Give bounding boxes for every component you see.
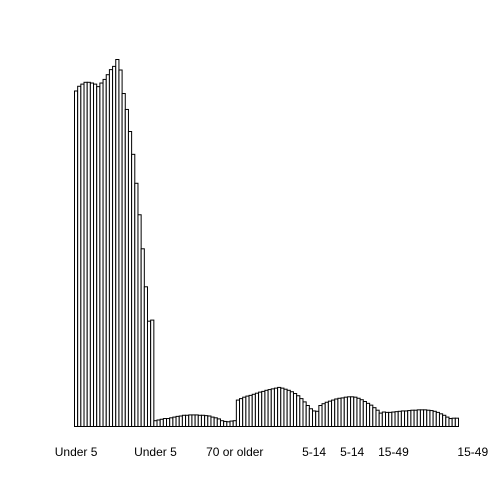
x-tick-labels: Under 5 Under 5 70 or older 5-14 5-14 15-49 15… bbox=[55, 445, 489, 459]
x-tick-label-4: 5-14 bbox=[340, 445, 364, 459]
x-tick-label-2: 70 or older bbox=[206, 445, 263, 459]
bar-group bbox=[74, 59, 459, 428]
x-tick-label-1: Under 5 bbox=[134, 445, 177, 459]
bar-120 bbox=[454, 417, 459, 427]
bar-24 bbox=[150, 319, 155, 427]
x-tick-label-3: 5-14 bbox=[302, 445, 326, 459]
x-tick-label-6: 15-49 bbox=[457, 445, 488, 459]
x-tick-label-0: Under 5 bbox=[55, 445, 98, 459]
x-tick-label-5: 15-49 bbox=[378, 445, 409, 459]
